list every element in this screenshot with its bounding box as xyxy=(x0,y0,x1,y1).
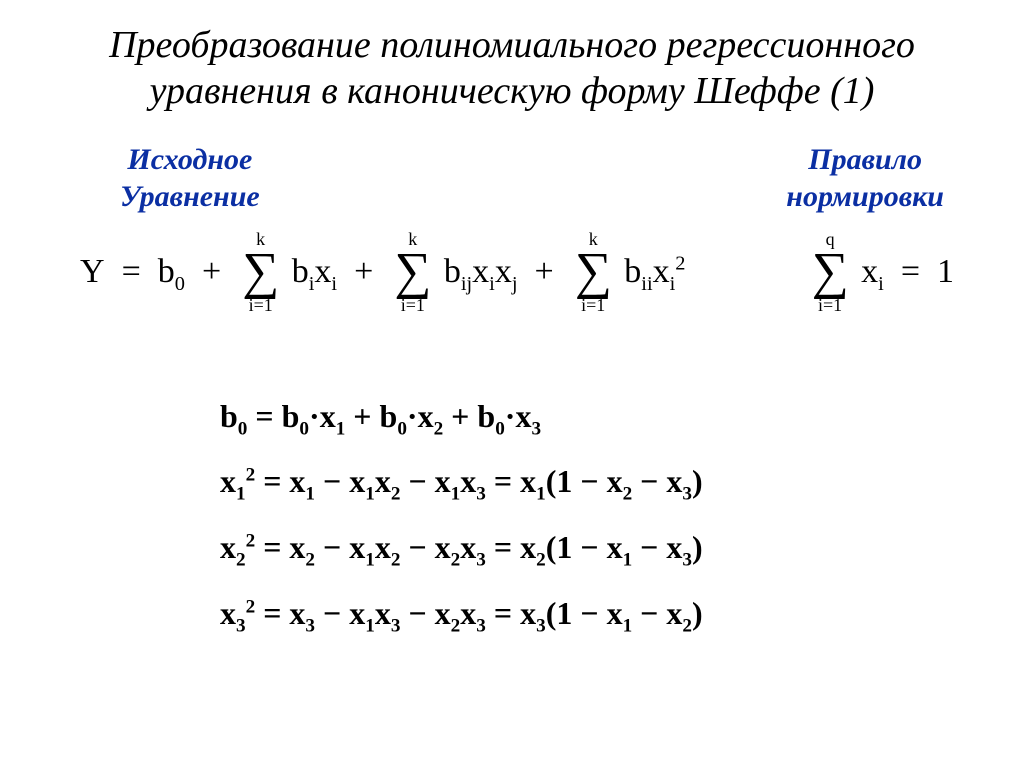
norm-xi: xi xyxy=(861,253,884,291)
sum-2-sigma: ∑ xyxy=(394,246,431,298)
derivation-block: b0 = b0·x1 + b0·x2 + b0·x3 x12 = x1 − x1… xyxy=(220,384,984,646)
subhead-source-equation: Исходное Уравнение xyxy=(120,141,260,216)
eq-plus3: + xyxy=(526,253,562,291)
t3-coef: b xyxy=(624,253,641,290)
term-bij-xi-xj: bijxixj xyxy=(444,253,518,291)
eq-plus1: + xyxy=(193,253,229,291)
norm-var-sub: i xyxy=(878,273,884,295)
t1-var: x xyxy=(314,253,331,290)
t3-var: x xyxy=(653,253,670,290)
eq-b0-letter: b xyxy=(158,253,175,290)
norm-eq-sign: = xyxy=(892,253,928,291)
slide-root: Преобразование полиномиального регрессио… xyxy=(0,0,1024,767)
eq-plus2: + xyxy=(346,253,382,291)
t2-varxj-sub: j xyxy=(512,273,518,295)
term-bii-xi2: biixi2 xyxy=(624,253,685,291)
norm-var: x xyxy=(861,253,878,290)
subheadings-row: Исходное Уравнение Правило нормировки xyxy=(40,141,984,216)
deriv-line-x3sq: x32 = x3 − x1x3 − x2x3 = x3(1 − x1 − x2) xyxy=(220,581,984,647)
eq-b0-sub: 0 xyxy=(175,273,185,295)
eq-equals: = xyxy=(113,253,149,291)
sum-3: k ∑ i=1 xyxy=(575,230,612,314)
sum-3-sigma: ∑ xyxy=(575,246,612,298)
subhead-left-line1: Исходное xyxy=(127,143,252,176)
eq-b0: b0 xyxy=(158,253,185,291)
subhead-left-line2: Уравнение xyxy=(120,180,260,213)
subhead-normalization-rule: Правило нормировки xyxy=(786,141,944,216)
subhead-right-line2: нормировки xyxy=(786,180,944,213)
deriv-line-b0: b0 = b0·x1 + b0·x2 + b0·x3 xyxy=(220,384,984,450)
equation-row: Y = b0 + k ∑ i=1 bixi + k ∑ i=1 bijxixj xyxy=(40,230,984,314)
eq-Y: Y xyxy=(80,253,105,291)
normalization-equation: q ∑ i=1 xi = 1 xyxy=(808,230,954,314)
norm-rhs: 1 xyxy=(937,253,954,291)
slide-title: Преобразование полиномиального регрессио… xyxy=(42,22,982,115)
term-bi-xi: bixi xyxy=(292,253,337,291)
subhead-right-line1: Правило xyxy=(808,143,922,176)
t2-coef-sub: ij xyxy=(461,273,472,295)
deriv-line-x2sq: x22 = x2 − x1x2 − x2x3 = x2(1 − x1 − x3) xyxy=(220,515,984,581)
sum-norm: q ∑ i=1 xyxy=(812,230,849,314)
sum-norm-sigma: ∑ xyxy=(812,246,849,298)
sum-2: k ∑ i=1 xyxy=(394,230,431,314)
sum-1: k ∑ i=1 xyxy=(242,230,279,314)
sum-1-sigma: ∑ xyxy=(242,246,279,298)
t1-var-sub: i xyxy=(331,273,337,295)
t2-varx: x xyxy=(472,253,489,290)
source-polynomial-equation: Y = b0 + k ∑ i=1 bixi + k ∑ i=1 bijxixj xyxy=(80,230,686,314)
t3-var-sub: i xyxy=(670,273,676,295)
t2-coef: b xyxy=(444,253,461,290)
t3-coef-sub: ii xyxy=(641,273,652,295)
deriv-line-x1sq: x12 = x1 − x1x2 − x1x3 = x1(1 − x2 − x3) xyxy=(220,449,984,515)
t1-coef: b xyxy=(292,253,309,290)
t3-var-sup: 2 xyxy=(675,252,685,274)
t2-varxj: x xyxy=(495,253,512,290)
